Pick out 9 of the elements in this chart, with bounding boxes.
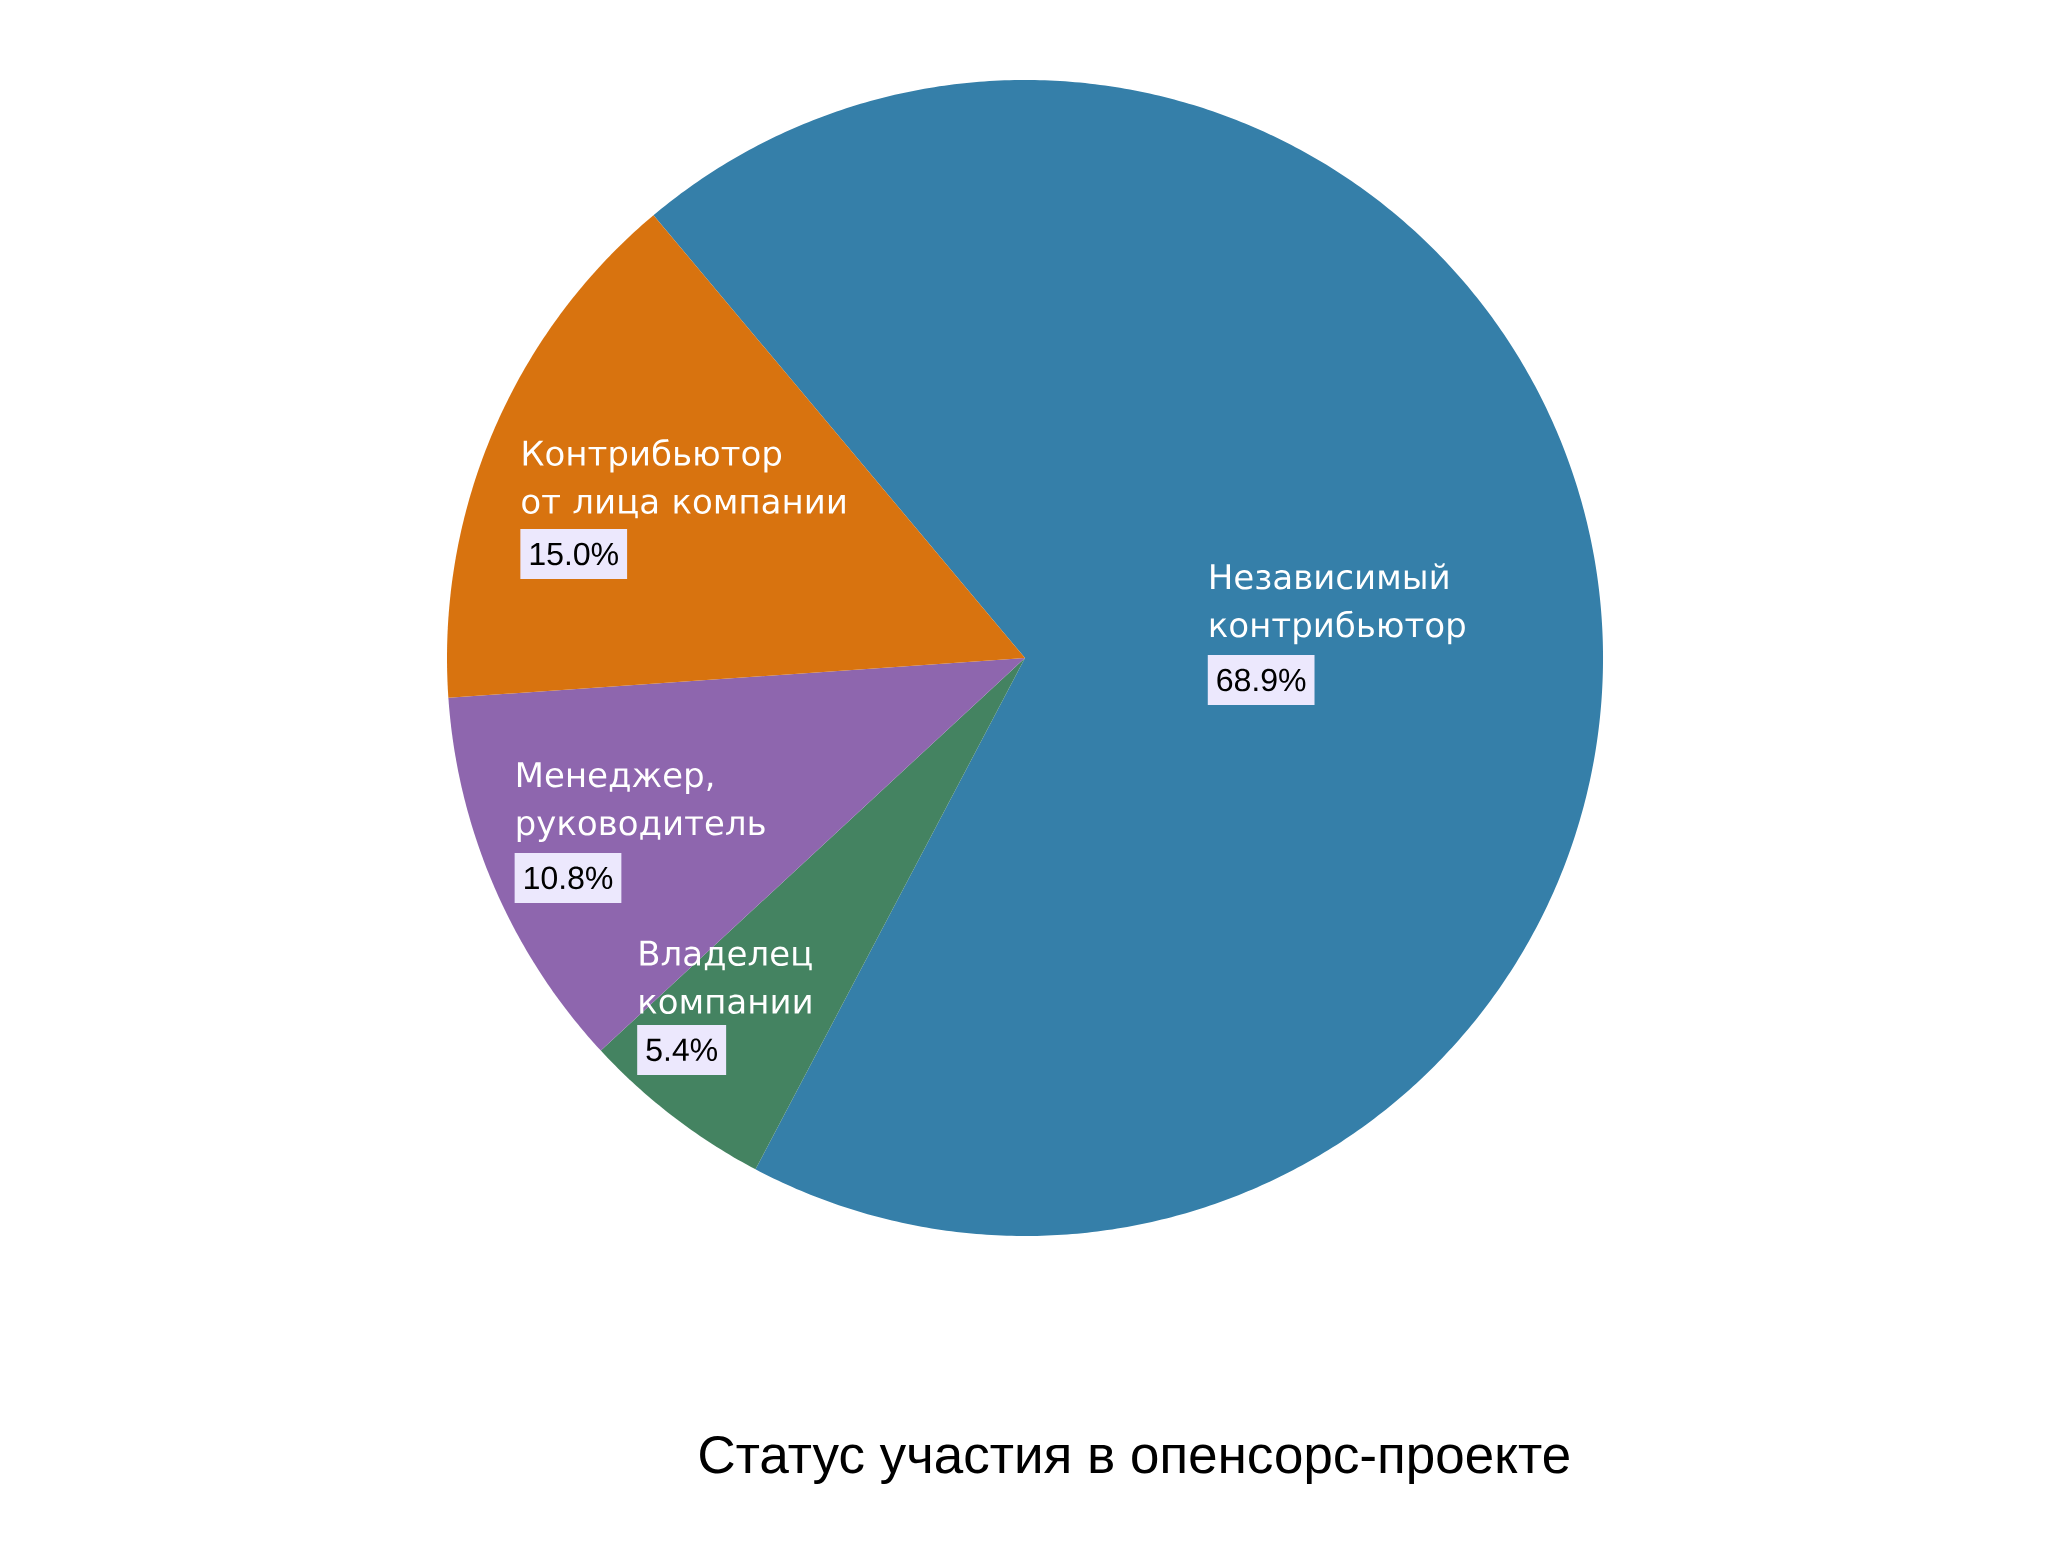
- data-label: 5.4%: [646, 1038, 717, 1062]
- slice-label: Независимый контрибьютор: [1210, 563, 1465, 645]
- slice-label: Менеджер, руководитель: [517, 762, 765, 843]
- text: Статус участия в опенсорс-проекте: [700, 1436, 1569, 1484]
- data-label: 10.8%: [525, 866, 613, 890]
- data-label: 68.9%: [1217, 668, 1306, 692]
- slice-label: Владелец компании: [640, 940, 812, 1015]
- data-label: 15.0%: [530, 542, 618, 566]
- slice-label: Контрибьютор от лица компании: [522, 439, 845, 519]
